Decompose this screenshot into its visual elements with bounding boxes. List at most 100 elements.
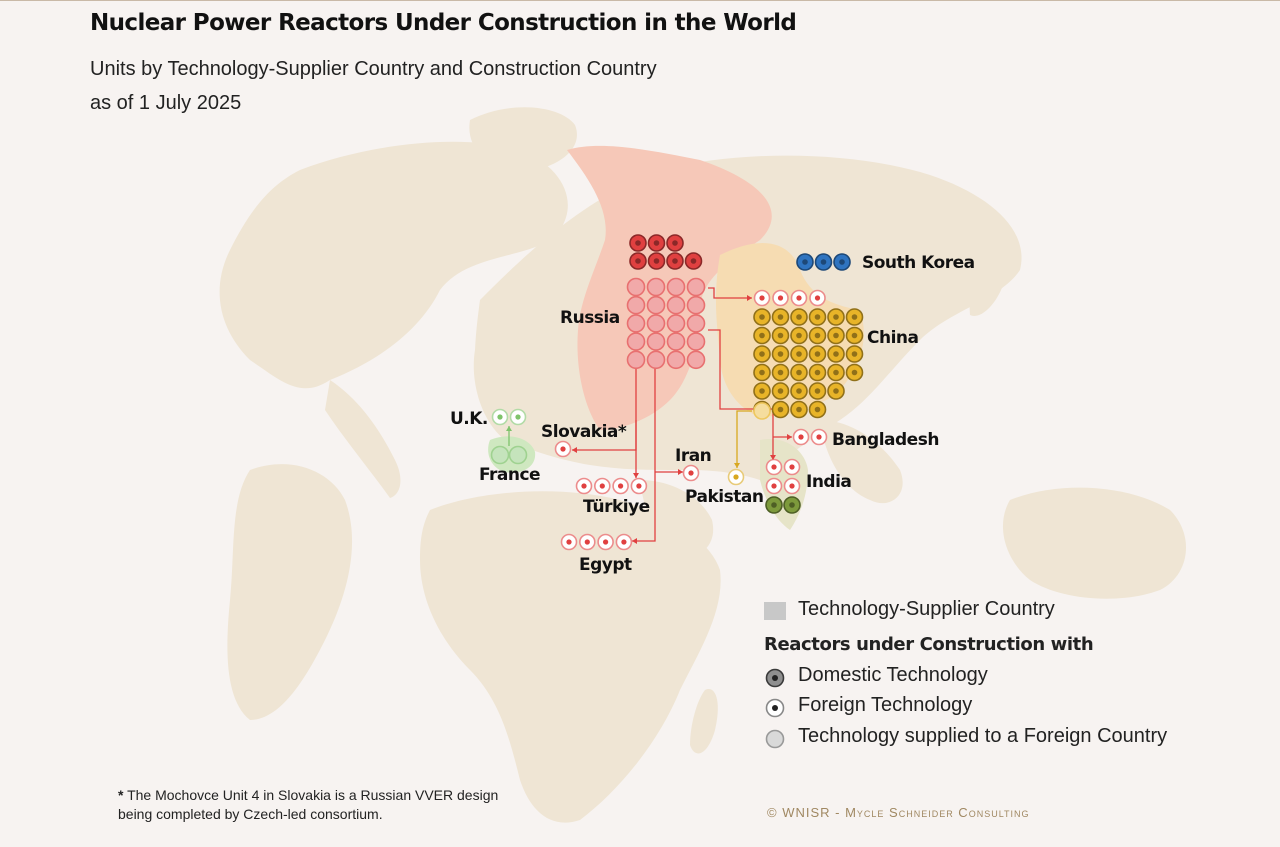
russia-supplied-marker-18 (646, 350, 666, 370)
new-zealand-landmass (1207, 609, 1226, 645)
russia-supplied-marker-2 (646, 277, 666, 297)
russia-supplied-marker-16 (686, 332, 706, 351)
china-domestic-marker-33 (808, 400, 827, 419)
connector-china-pakistan (736, 410, 752, 468)
label-china: China (867, 328, 919, 348)
egypt-foreign-marker-1 (560, 533, 578, 551)
russia-domestic-marker-b-4 (684, 252, 703, 270)
russia-domestic-marker-a-2 (647, 234, 666, 252)
subtitle-line-1: Units by Technology-Supplier Country and… (90, 58, 657, 80)
egypt-foreign-marker-4 (615, 533, 633, 551)
southeast-asia-landmass (820, 420, 903, 504)
russia-supplied-marker-3 (666, 277, 686, 297)
china-domestic-marker-23 (827, 363, 845, 382)
china-domestic-marker-11 (827, 326, 845, 345)
china-domestic-marker-29 (827, 382, 845, 400)
legend-domestic-label: Domestic Technology (798, 664, 988, 686)
arrow-to-turkiye (633, 473, 639, 478)
label-slovakia: Slovakia* (541, 422, 627, 442)
label-iran: Iran (675, 446, 711, 466)
china-domestic-marker-3 (790, 308, 808, 326)
china-domestic-marker-17 (827, 345, 845, 363)
legend-supplied-label: Technology supplied to a Foreign Country (798, 725, 1168, 747)
china-supply-connector (736, 410, 752, 468)
russia-supplied-marker-10 (646, 314, 666, 333)
turkiye-foreign-marker-3 (612, 477, 629, 495)
supplied-marker-icon (765, 729, 785, 749)
china-domestic-marker-24 (845, 363, 864, 382)
label-pakistan: Pakistan (685, 487, 763, 507)
russia-supplied-marker-4 (686, 277, 706, 297)
china-foreign-marker-1 (753, 289, 771, 307)
foreign-marker-icon (765, 698, 785, 718)
russia-supplied-marker-5 (626, 295, 646, 315)
russia-supplied-marker-8 (686, 295, 706, 315)
china-domestic-marker-6 (845, 308, 864, 326)
arrow-to-uk (506, 426, 512, 431)
bangladesh-foreign-marker-1 (792, 428, 810, 446)
footnote-line-1: * The Mochovce Unit 4 in Slovakia is a R… (118, 786, 498, 805)
russia-supplied-marker-13 (626, 332, 646, 351)
india-foreign-marker-2 (783, 458, 801, 476)
arrow-to-india (770, 455, 776, 460)
footnote-text: The Mochovce Unit 4 in Slovakia is a Rus… (123, 787, 499, 803)
top-rule (0, 0, 1280, 1)
arabia-landmass (640, 480, 714, 556)
russia-supplied-marker-1 (626, 277, 646, 297)
turkiye-foreign-marker-1 (575, 477, 593, 495)
legend-heading: Reactors under Construction with (764, 634, 1094, 655)
china-domestic-marker-22 (808, 363, 827, 382)
pakistan-foreign-marker-1 (727, 468, 745, 486)
china-domestic-marker-2 (771, 308, 790, 326)
subtitle-line-2: as of 1 July 2025 (90, 92, 242, 114)
chart-subtitle: Units by Technology-Supplier Country and… (90, 52, 657, 120)
china-domestic-marker-12 (845, 326, 864, 345)
china-domestic-marker-1 (753, 308, 771, 326)
legend-supplier-label: Technology-Supplier Country (798, 598, 1055, 620)
china-domestic-marker-20 (771, 363, 790, 382)
france-supplied-marker-1 (490, 445, 510, 465)
china-domestic-marker-8 (771, 326, 790, 345)
north-america-landmass (219, 141, 568, 389)
south-korea-domestic-marker-2 (814, 253, 833, 271)
russia-supplied-marker-7 (666, 295, 686, 315)
russia-domestic-marker-b-3 (666, 252, 684, 270)
russia-domestic-marker-b-2 (647, 252, 666, 270)
domestic-marker-icon (765, 668, 785, 688)
india-foreign-marker-1 (765, 458, 783, 476)
australia-landmass (1002, 487, 1187, 599)
russia-domestic-marker-b-1 (629, 252, 647, 270)
arrow-to-egypt (632, 538, 637, 544)
arrow-to-slovakia (572, 447, 577, 453)
label-india: India (806, 472, 851, 492)
arrow-to-iran (678, 469, 683, 475)
footnote-marker: * (118, 787, 124, 803)
uk-foreign-marker-1 (491, 408, 509, 426)
russia-supplied-marker-17 (626, 350, 646, 370)
south-america-landmass (227, 464, 353, 720)
russia-supply-connectors (572, 287, 792, 542)
connector-russia-egypt (632, 365, 656, 542)
label-bangladesh: Bangladesh (832, 430, 939, 450)
egypt-foreign-marker-2 (578, 533, 596, 551)
footnote-line-2: being completed by Czech-led consortium. (118, 806, 383, 822)
label-france: France (479, 465, 540, 485)
india-domestic-marker-2 (783, 496, 801, 514)
reactor-markers (490, 234, 864, 551)
china-domestic-marker-28 (808, 382, 827, 400)
china-supplied-marker-1 (753, 402, 771, 420)
china-foreign-marker-4 (809, 289, 826, 307)
china-domestic-marker-15 (790, 345, 808, 363)
china-region (715, 243, 864, 417)
supplier-country-swatch (764, 602, 786, 620)
china-domestic-marker-4 (808, 308, 827, 326)
greenland-landmass (469, 107, 577, 172)
chart-title: Nuclear Power Reactors Under Constructio… (90, 10, 797, 36)
russia-domestic-marker-a-3 (666, 234, 684, 252)
india-foreign-marker-3 (765, 477, 783, 495)
russia-supplied-marker-19 (666, 350, 686, 370)
china-domestic-marker-27 (790, 382, 808, 400)
china-domestic-marker-14 (771, 345, 790, 363)
arrow-to-bangladesh (787, 434, 792, 440)
south-korea-domestic-marker-3 (833, 253, 851, 271)
